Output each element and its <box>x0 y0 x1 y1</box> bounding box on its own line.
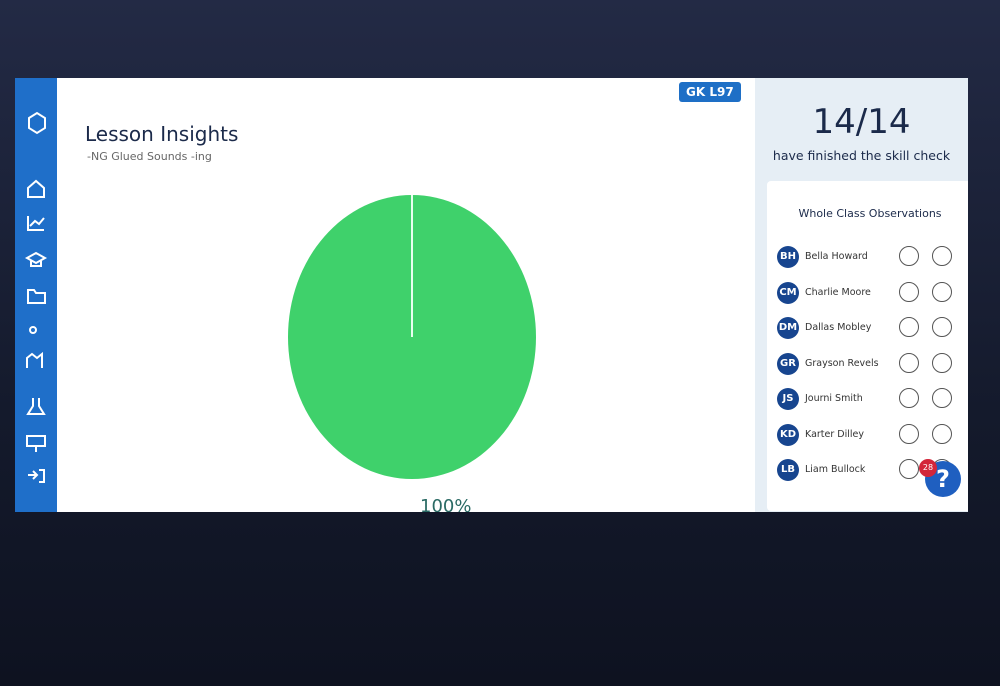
student-name: Grayson Revels <box>805 357 879 369</box>
student-name: Charlie Moore <box>805 286 871 298</box>
check-button[interactable] <box>932 317 952 337</box>
lessons-icon[interactable] <box>26 351 43 368</box>
observations-card: Whole Class Observations BH Bella Howard C… <box>767 181 968 511</box>
sidebar <box>15 78 57 512</box>
check-button[interactable] <box>932 352 952 373</box>
observe-button[interactable] <box>899 317 919 337</box>
student-row: BH Bella Howard <box>777 246 957 270</box>
page-title: Lesson Insights <box>85 122 239 146</box>
student-row: GR Grayson Revels <box>777 352 957 377</box>
observe-button[interactable] <box>899 246 919 266</box>
check-button[interactable] <box>932 281 952 302</box>
student-initials: DM <box>777 317 799 339</box>
check-button[interactable] <box>932 423 952 444</box>
check-button[interactable] <box>932 388 952 408</box>
pie-chart <box>288 195 536 479</box>
present-icon[interactable] <box>26 435 46 452</box>
observe-button[interactable] <box>899 388 919 408</box>
side-panel: 14/14 have finished the skill check Whol… <box>755 78 968 512</box>
student-name: Bella Howard <box>805 251 868 262</box>
completion-count: 14/14 <box>812 102 911 142</box>
student-initials: KD <box>777 423 799 446</box>
student-initials: CM <box>777 281 799 304</box>
app-screen: GK L97 Lesson Insights -NG Glued Sounds … <box>15 78 968 512</box>
student-row: KD Karter Dilley <box>777 423 957 448</box>
check-button[interactable] <box>932 246 952 266</box>
student-row: JS Journi Smith <box>777 388 957 412</box>
home-icon[interactable] <box>27 179 45 198</box>
student-initials: GR <box>777 352 799 375</box>
progress-icon[interactable] <box>27 216 45 231</box>
pie-label: 100% <box>420 496 472 512</box>
notification-badge: 28 <box>919 459 937 477</box>
page-subtitle: -NG Glued Sounds -ing <box>87 150 212 163</box>
class-badge[interactable]: GK L97 <box>679 82 741 102</box>
observe-button[interactable] <box>899 281 919 302</box>
lab-icon[interactable] <box>26 398 46 415</box>
folder-icon[interactable] <box>27 289 46 304</box>
completion-caption: have finished the skill check <box>772 148 951 163</box>
student-initials: LB <box>777 459 799 481</box>
observations-title: Whole Class Observations <box>798 207 942 220</box>
graduation-icon[interactable] <box>24 251 48 267</box>
student-row: CM Charlie Moore <box>777 281 957 306</box>
student-name: Liam Bullock <box>805 464 866 475</box>
student-row: DM Dallas Mobley <box>777 317 957 341</box>
student-initials: JS <box>777 388 799 410</box>
logout-icon[interactable] <box>28 469 45 483</box>
student-name: Karter Dilley <box>805 428 864 440</box>
observe-button[interactable] <box>899 423 919 444</box>
logo[interactable] <box>28 111 46 135</box>
student-initials: BH <box>777 246 799 268</box>
observe-button[interactable] <box>899 459 919 479</box>
student-name: Dallas Mobley <box>805 322 872 333</box>
observe-button[interactable] <box>899 352 919 373</box>
sidebar-icons <box>24 111 48 483</box>
student-name: Journi Smith <box>805 393 863 404</box>
group-icon[interactable] <box>29 326 37 334</box>
